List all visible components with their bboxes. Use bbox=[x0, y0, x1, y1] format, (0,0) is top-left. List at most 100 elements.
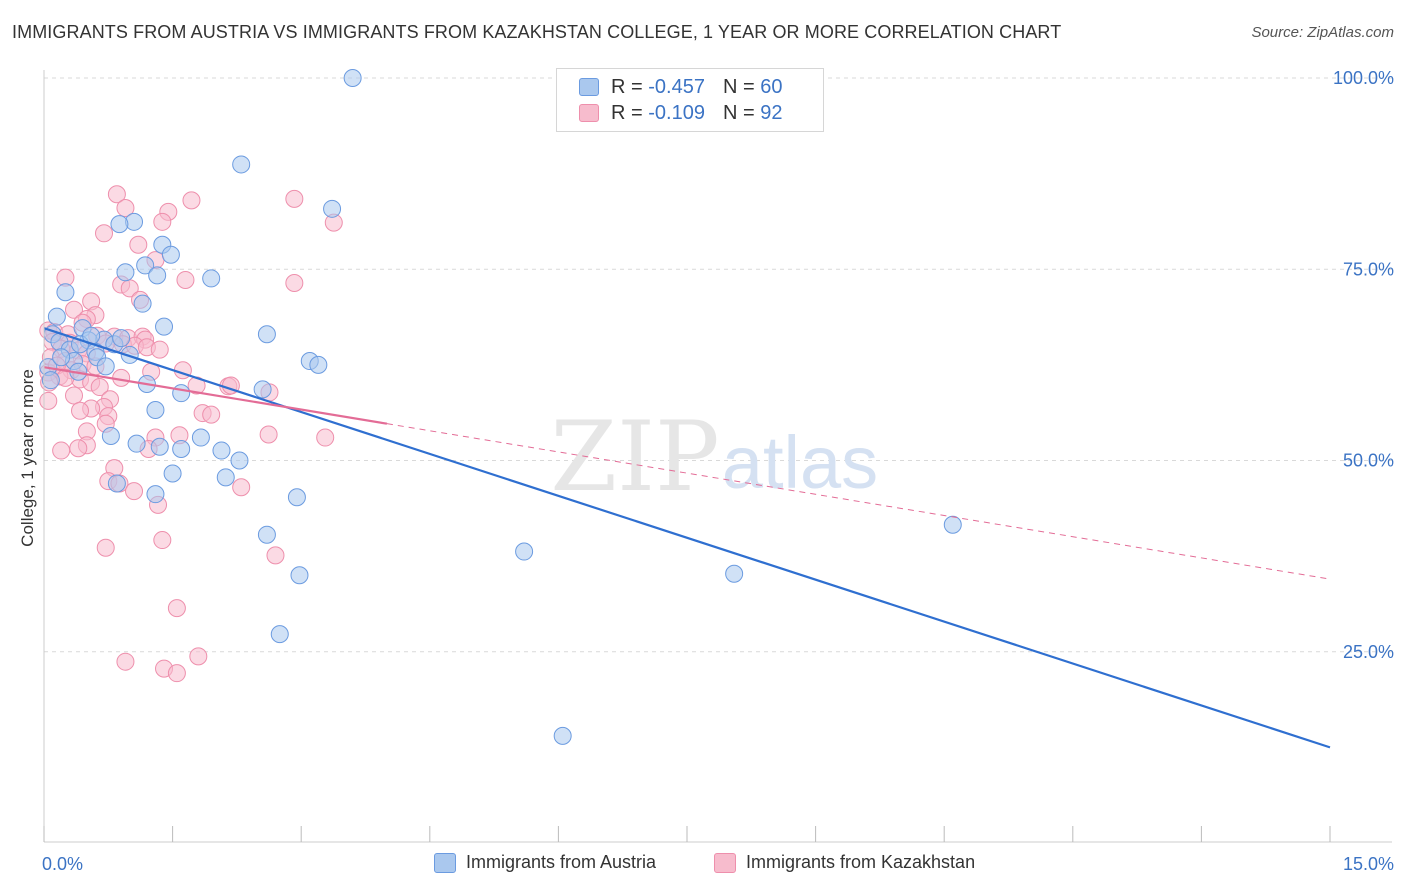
kazakhstan-point bbox=[176, 270, 195, 289]
austria-points bbox=[39, 69, 962, 745]
austria-legend-label: Immigrants from Austria bbox=[466, 852, 657, 872]
austria-point bbox=[41, 371, 60, 390]
kazakhstan-legend-swatch bbox=[714, 852, 736, 873]
austria-point bbox=[146, 485, 165, 504]
austria-point bbox=[232, 155, 251, 174]
source-label: Source: ZipAtlas.com bbox=[1251, 24, 1394, 41]
kazakhstan-point bbox=[116, 199, 135, 218]
austria-point bbox=[309, 355, 328, 374]
trend-lines bbox=[43, 327, 1331, 749]
austria-n-label: N = bbox=[722, 75, 755, 98]
austria-trend-line bbox=[43, 327, 1331, 749]
x-tick-label: 15.0% bbox=[1343, 854, 1394, 874]
austria-legend-swatch bbox=[434, 852, 456, 873]
austria-r-value: -0.457 bbox=[648, 75, 705, 98]
austria-point bbox=[116, 263, 135, 282]
kazakhstan-n-label: N = bbox=[722, 101, 755, 124]
austria-r-label: R = bbox=[611, 75, 643, 98]
kazakhstan-point bbox=[69, 439, 88, 458]
austria-point bbox=[96, 357, 115, 376]
austria-point bbox=[553, 726, 572, 745]
kazakhstan-point bbox=[125, 482, 144, 501]
x-tick-label: 0.0% bbox=[42, 854, 83, 874]
watermark: ZIP atlas bbox=[550, 401, 878, 513]
austria-point bbox=[161, 245, 180, 264]
kazakhstan-point bbox=[90, 378, 109, 397]
kazakhstan-point bbox=[52, 441, 71, 460]
y-tick-label: 25.0% bbox=[1343, 642, 1394, 662]
kazakhstan-points bbox=[39, 185, 343, 683]
austria-point bbox=[343, 69, 362, 87]
austria-point bbox=[148, 266, 167, 285]
kazakhstan-n-value: 92 bbox=[760, 101, 783, 124]
kazakhstan-point bbox=[150, 340, 169, 359]
legend-row-kazakhstan: R = -0.109 N = 92 bbox=[579, 101, 782, 125]
kazakhstan-point bbox=[232, 478, 251, 497]
y-tick-label: 50.0% bbox=[1343, 451, 1394, 471]
kazakhstan-swatch bbox=[579, 104, 599, 122]
kazakhstan-point bbox=[71, 401, 90, 420]
grid-layer bbox=[44, 77, 1392, 653]
austria-point bbox=[943, 515, 962, 534]
kazakhstan-point bbox=[96, 538, 115, 557]
kazakhstan-point bbox=[65, 386, 84, 405]
kazakhstan-point bbox=[285, 274, 304, 293]
austria-point bbox=[290, 566, 309, 585]
kazakhstan-point bbox=[259, 425, 278, 444]
legend-row-austria: R = -0.457 N = 60 bbox=[579, 75, 782, 99]
austria-point bbox=[110, 215, 129, 234]
y-tick-label: 100.0% bbox=[1333, 68, 1394, 88]
austria-point bbox=[155, 317, 174, 336]
kazakhstan-point bbox=[202, 405, 221, 424]
axes: 25.0% 50.0% 75.0% 100.0% 0.0% 15.0% bbox=[42, 68, 1394, 874]
austria-n-value: 60 bbox=[760, 75, 783, 98]
austria-point bbox=[163, 464, 182, 483]
austria-point bbox=[202, 269, 221, 288]
kazakhstan-r-value: -0.109 bbox=[648, 101, 705, 124]
kazakhstan-legend-label: Immigrants from Kazakhstan bbox=[746, 852, 976, 872]
austria-point bbox=[47, 307, 66, 326]
austria-point bbox=[136, 256, 155, 275]
austria-point bbox=[107, 474, 126, 493]
austria-point bbox=[253, 380, 272, 399]
austria-point bbox=[112, 329, 131, 348]
kazakhstan-point bbox=[182, 191, 201, 210]
bottom-legend-kazakhstan: Immigrants from Kazakhstan bbox=[714, 852, 975, 873]
kazakhstan-point bbox=[65, 300, 84, 319]
kazakhstan-point bbox=[316, 428, 335, 447]
kazakhstan-point bbox=[116, 652, 135, 671]
kazakhstan-point bbox=[39, 391, 58, 410]
austria-point bbox=[323, 199, 342, 218]
austria-point bbox=[172, 384, 191, 403]
kazakhstan-point bbox=[95, 224, 114, 243]
austria-point bbox=[725, 564, 744, 583]
austria-point bbox=[133, 294, 152, 313]
austria-point bbox=[150, 437, 169, 456]
kazakhstan-point bbox=[266, 546, 285, 565]
kazakhstan-point bbox=[153, 212, 172, 231]
austria-point bbox=[287, 488, 306, 507]
watermark-atlas: atlas bbox=[722, 421, 878, 504]
kazakhstan-point bbox=[107, 185, 126, 204]
kazakhstan-trend-extension bbox=[386, 423, 1331, 580]
kazakhstan-point bbox=[167, 664, 186, 683]
austria-swatch bbox=[579, 78, 599, 96]
bottom-legend-austria: Immigrants from Austria bbox=[434, 852, 656, 873]
austria-point bbox=[120, 345, 139, 364]
austria-point bbox=[216, 468, 235, 487]
austria-point bbox=[515, 542, 534, 561]
austria-point bbox=[172, 440, 191, 459]
kazakhstan-point bbox=[153, 531, 172, 550]
kazakhstan-trend-line bbox=[43, 366, 388, 425]
kazakhstan-point bbox=[189, 647, 208, 666]
austria-point bbox=[230, 451, 249, 470]
austria-point bbox=[257, 525, 276, 544]
kazakhstan-point bbox=[129, 235, 148, 254]
austria-point bbox=[257, 325, 276, 344]
kazakhstan-point bbox=[167, 599, 186, 618]
y-axis-label: College, 1 year or more bbox=[18, 369, 37, 547]
watermark-zip: ZIP bbox=[550, 401, 719, 513]
austria-point bbox=[270, 625, 289, 644]
austria-point bbox=[56, 283, 75, 302]
